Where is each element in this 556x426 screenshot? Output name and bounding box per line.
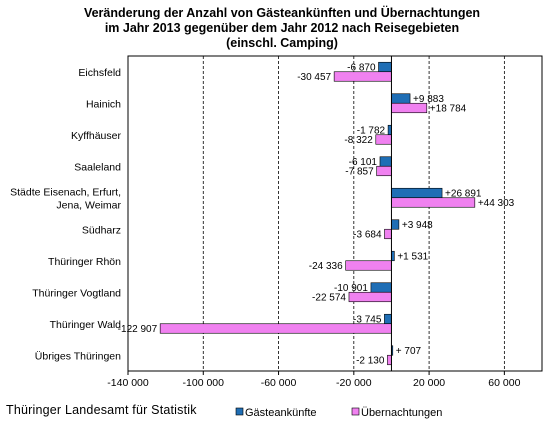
bar-gaesteankuenfte [391,187,443,199]
chart-title-line: (einschl. Camping) [226,36,338,50]
data-label: +44 303 [478,198,515,209]
x-tick-label: -140 000 [107,377,149,389]
data-label: -3 684 [353,230,382,241]
data-label: -24 336 [309,261,343,272]
category-label: Kyffhäuser [71,130,122,142]
category-label: Thüringer Wald [50,319,122,331]
data-label: -6 101 [349,157,378,168]
data-label: -8 322 [344,135,373,146]
x-axis-ticks: -140 000 -100 000 -60 000 -20 000 20 000 60 0… [107,371,521,389]
chart-title: Veränderung der Anzahl von Gästeankünfte… [84,5,480,50]
bar-uebernachtungen [376,165,392,177]
data-label: +1 531 [397,252,428,263]
data-label: -10 901 [334,283,368,294]
chart-title-line: im Jahr 2013 gegenüber dem Jahr 2012 nac… [105,21,459,35]
x-tick-label: -20 000 [336,377,372,389]
category-label: Thüringer Rhön [48,256,121,268]
bar-gaesteankuenfte [379,156,392,167]
x-tick-label: -100 000 [183,377,225,389]
category-label: Städte Eisenach, Erfurt, [10,186,121,198]
data-label: -2 130 [356,356,385,367]
data-label: -30 457 [297,72,331,83]
bar-gaesteankuenfte [384,313,392,325]
category-label: Hainich [86,98,121,110]
bar-uebernachtungen [384,228,392,240]
category-label: Südharz [82,224,121,236]
chart-title-line: Veränderung der Anzahl von Gästeankünfte… [84,5,480,20]
x-tick-label: -60 000 [261,377,297,389]
data-label: -122 907 [118,324,158,335]
legend-label-guests: Gästeankünfte [245,407,317,419]
category-label: Thüringer Vogtland [32,287,121,299]
data-label: +26 891 [445,189,482,200]
category-labels: Eichsfeld Hainich Kyffhäuser Saaleland Städt… [10,67,121,363]
category-label: Jena, Weimar [56,199,121,211]
category-label: Eichsfeld [78,67,121,79]
data-label: +9 883 [413,94,444,105]
bar-gaesteankuenfte [370,282,392,293]
bar-uebernachtungen [345,260,392,271]
data-label: +18 784 [430,104,467,115]
data-label: + 707 [396,346,422,357]
x-tick-label: 60 000 [488,377,520,389]
x-tick-label: 20 000 [413,377,445,389]
data-label: -1 782 [357,126,386,137]
source-note: Thüringer Landesamt für Statistik [6,403,197,417]
legend-swatch-nights [351,407,360,416]
data-label: -3 745 [353,315,382,326]
plot-area [127,55,543,372]
legend-label-nights: Übernachtungen [361,407,442,419]
data-label: -6 870 [347,63,376,74]
data-label: -7 857 [345,167,374,178]
legend-swatch-guests [235,407,244,416]
legend: Gästeankünfte Übernachtungen [235,407,442,419]
bar-gaesteankuenfte [387,124,392,136]
data-label: +3 948 [402,220,433,231]
bar-gaesteankuenfte [378,61,392,73]
gridlines [127,56,505,371]
category-label: Übriges Thüringen [35,350,121,362]
data-labels: -6 870 -30 457 +9 883+18 784 -1 782-8 322 -6… [118,63,515,367]
bar-uebernachtungen [387,354,392,366]
bar-gaesteankuenfte [391,219,400,230]
data-label: -22 574 [312,293,346,304]
category-label: Saaleland [74,161,121,173]
bar-gaesteankuenfte [391,93,411,104]
